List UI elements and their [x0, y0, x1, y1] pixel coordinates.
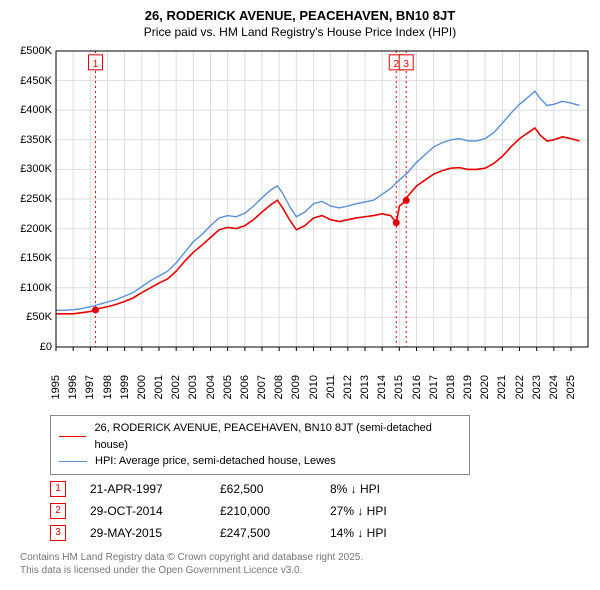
sale-row: 3 29-MAY-2015£247,50014% ↓ HPI: [50, 525, 590, 541]
x-tick-label: 1996: [67, 375, 79, 399]
x-tick-label: 2002: [170, 375, 182, 399]
y-tick-label: £450K: [10, 75, 52, 87]
x-tick-label: 2006: [239, 375, 251, 399]
y-tick-label: £300K: [10, 163, 52, 175]
x-tick-label: 2007: [256, 375, 268, 399]
y-tick-label: £0: [10, 341, 52, 353]
legend-swatch-hpi: [59, 461, 87, 462]
chart-svg: 1 23: [10, 47, 590, 407]
y-tick-label: £350K: [10, 134, 52, 146]
x-tick-label: 2024: [548, 375, 560, 399]
x-tick-label: 2005: [222, 375, 234, 399]
x-tick-label: 2021: [496, 375, 508, 399]
title-block: 26, RODERICK AVENUE, PEACEHAVEN, BN10 8J…: [10, 8, 590, 39]
x-tick-label: 2016: [411, 375, 423, 399]
sale-price: £247,500: [220, 526, 330, 540]
y-tick-label: £100K: [10, 282, 52, 294]
svg-text:2: 2: [393, 59, 399, 70]
x-tick-label: 2000: [136, 375, 148, 399]
title-subtitle: Price paid vs. HM Land Registry's House …: [10, 25, 590, 39]
y-tick-label: £200K: [10, 223, 52, 235]
legend-box: 26, RODERICK AVENUE, PEACEHAVEN, BN10 8J…: [50, 415, 470, 475]
legend-row-property: 26, RODERICK AVENUE, PEACEHAVEN, BN10 8J…: [59, 420, 461, 453]
title-address: 26, RODERICK AVENUE, PEACEHAVEN, BN10 8J…: [10, 8, 590, 23]
x-tick-label: 2008: [273, 375, 285, 399]
sale-pct: 14% ↓ HPI: [330, 526, 430, 540]
x-tick-label: 2004: [205, 375, 217, 399]
y-tick-label: £50K: [10, 311, 52, 323]
x-tick-label: 2017: [428, 375, 440, 399]
x-tick-label: 2011: [325, 375, 337, 399]
legend-swatch-property: [59, 436, 86, 437]
sale-marker-box: 2: [50, 503, 66, 519]
legend-label-hpi: HPI: Average price, semi-detached house,…: [95, 453, 336, 470]
footer-attribution: Contains HM Land Registry data © Crown c…: [20, 551, 590, 577]
x-tick-label: 2012: [342, 375, 354, 399]
legend-row-hpi: HPI: Average price, semi-detached house,…: [59, 453, 461, 470]
sale-row: 2 29-OCT-2014£210,00027% ↓ HPI: [50, 503, 590, 519]
x-tick-label: 2020: [479, 375, 491, 399]
legend-label-property: 26, RODERICK AVENUE, PEACEHAVEN, BN10 8J…: [94, 420, 461, 453]
chart-area: 1 23 £0 £50K £100K £150K £200K £250K £300K £350K…: [10, 47, 590, 407]
y-tick-label: £250K: [10, 193, 52, 205]
x-tick-label: 1995: [50, 375, 62, 399]
sale-date: 21-APR-1997: [90, 482, 220, 496]
footer-line2: This data is licensed under the Open Gov…: [20, 564, 590, 577]
x-tick-label: 2014: [376, 375, 388, 399]
x-tick-label: 2025: [565, 375, 577, 399]
x-tick-label: 2018: [445, 375, 457, 399]
svg-text:1: 1: [93, 59, 99, 70]
x-tick-label: 2019: [462, 375, 474, 399]
chart-container: 26, RODERICK AVENUE, PEACEHAVEN, BN10 8J…: [0, 0, 600, 585]
x-tick-label: 2003: [187, 375, 199, 399]
x-tick-label: 1998: [102, 375, 114, 399]
sale-pct: 8% ↓ HPI: [330, 482, 430, 496]
sales-table: 1 21-APR-1997£62,5008% ↓ HPI 2 29-OCT-2014£…: [50, 481, 590, 541]
sale-date: 29-OCT-2014: [90, 504, 220, 518]
sale-price: £62,500: [220, 482, 330, 496]
sale-price: £210,000: [220, 504, 330, 518]
sale-marker-box: 3: [50, 525, 66, 541]
x-tick-label: 2023: [531, 375, 543, 399]
x-tick-label: 2009: [290, 375, 302, 399]
sale-row: 1 21-APR-1997£62,5008% ↓ HPI: [50, 481, 590, 497]
sale-marker-box: 1: [50, 481, 66, 497]
x-tick-label: 2015: [393, 375, 405, 399]
sale-pct: 27% ↓ HPI: [330, 504, 430, 518]
footer-line1: Contains HM Land Registry data © Crown c…: [20, 551, 590, 564]
x-tick-label: 1999: [119, 375, 131, 399]
y-tick-label: £400K: [10, 104, 52, 116]
x-tick-label: 2010: [308, 375, 320, 399]
y-tick-label: £500K: [10, 45, 52, 57]
x-tick-label: 2001: [153, 375, 165, 399]
x-tick-label: 1997: [84, 375, 96, 399]
svg-text:3: 3: [403, 59, 409, 70]
x-tick-label: 2022: [514, 375, 526, 399]
x-tick-label: 2013: [359, 375, 371, 399]
sale-date: 29-MAY-2015: [90, 526, 220, 540]
y-tick-label: £150K: [10, 252, 52, 264]
